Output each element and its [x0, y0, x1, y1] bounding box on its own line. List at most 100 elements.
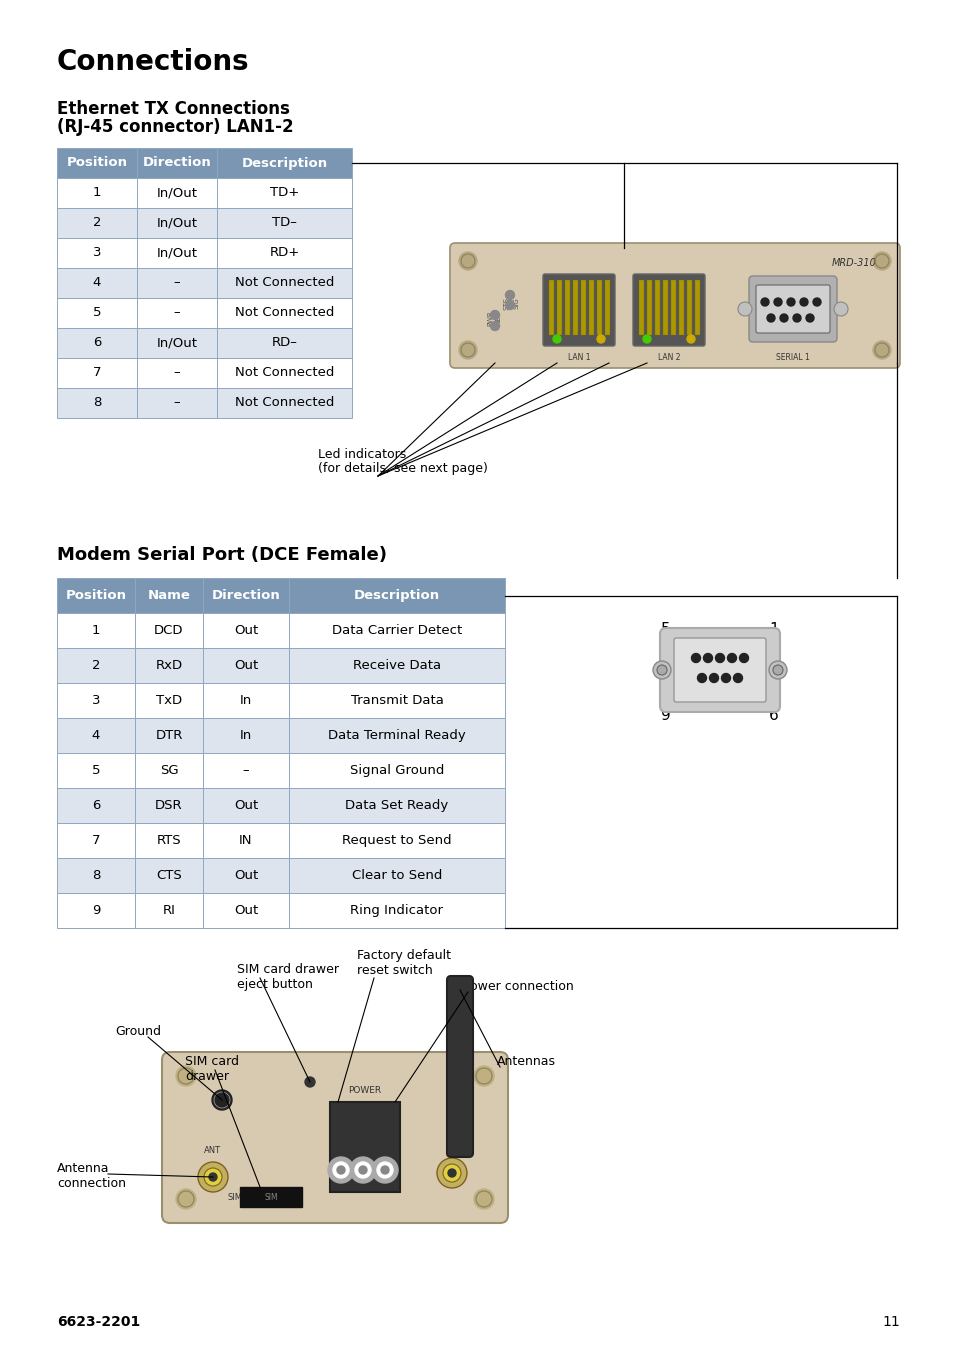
Bar [57, 148, 137, 177]
Text: Signal Ground: Signal Ground [350, 764, 444, 777]
Circle shape [380, 1166, 389, 1174]
Text: Description: Description [354, 589, 439, 603]
Text: Data Carrier Detect: Data Carrier Detect [332, 624, 461, 636]
Text: Modem Serial Port (DCE Female): Modem Serial Port (DCE Female) [57, 546, 387, 565]
Bar [203, 823, 289, 858]
Bar [135, 788, 203, 823]
Bar [203, 649, 289, 682]
Bar [57, 613, 135, 649]
Circle shape [833, 302, 847, 315]
Circle shape [490, 321, 499, 330]
Circle shape [766, 314, 774, 322]
Text: Antennas: Antennas [497, 1055, 556, 1068]
Circle shape [553, 334, 560, 343]
Text: 2: 2 [92, 217, 101, 229]
Circle shape [328, 1158, 354, 1183]
Text: In/Out: In/Out [156, 337, 197, 349]
Circle shape [733, 673, 741, 682]
Bar [289, 682, 504, 718]
Text: In/Out: In/Out [156, 246, 197, 260]
Text: DTR: DTR [155, 728, 182, 742]
Text: Power connection: Power connection [462, 980, 573, 992]
Text: SERIAL 1: SERIAL 1 [776, 352, 809, 362]
Circle shape [812, 298, 821, 306]
Text: TxD: TxD [155, 695, 182, 707]
Circle shape [442, 1164, 460, 1182]
Text: –: – [173, 367, 180, 379]
Circle shape [505, 301, 514, 310]
Circle shape [642, 334, 650, 343]
Text: Ethernet TX Connections: Ethernet TX Connections [57, 100, 290, 118]
Text: 8: 8 [92, 397, 101, 409]
Text: POWER: POWER [348, 1086, 381, 1095]
Text: Receive Data: Receive Data [353, 659, 440, 672]
Bar [639, 280, 643, 334]
Bar [557, 280, 561, 334]
Text: Data Set Ready: Data Set Ready [345, 799, 448, 812]
Bar [330, 1102, 399, 1192]
Circle shape [738, 302, 751, 315]
Text: Direction: Direction [143, 157, 212, 169]
Bar [135, 858, 203, 894]
Circle shape [175, 1066, 195, 1086]
Bar [573, 280, 578, 334]
Bar [137, 148, 216, 177]
Bar [57, 788, 135, 823]
Circle shape [657, 665, 666, 676]
Text: In: In [239, 728, 252, 742]
Bar [216, 328, 352, 357]
Circle shape [336, 1166, 345, 1174]
Bar [289, 578, 504, 613]
Bar [57, 649, 135, 682]
Circle shape [490, 310, 499, 320]
Bar [203, 894, 289, 927]
Bar [137, 357, 216, 389]
FancyBboxPatch shape [659, 628, 780, 712]
Bar [564, 280, 569, 334]
Bar [135, 894, 203, 927]
Text: LAN 1: LAN 1 [567, 352, 590, 362]
Text: In/Out: In/Out [156, 187, 197, 199]
Bar [216, 177, 352, 209]
Text: RD+: RD+ [269, 246, 299, 260]
Text: RD–: RD– [272, 337, 297, 349]
Text: 4: 4 [92, 276, 101, 290]
Text: Out: Out [233, 904, 258, 917]
Bar [203, 682, 289, 718]
Text: STS: STS [503, 297, 510, 310]
Bar [57, 389, 137, 418]
Bar [203, 788, 289, 823]
Text: eject button: eject button [236, 978, 313, 991]
Text: TD+: TD+ [270, 187, 299, 199]
Bar [662, 280, 667, 334]
Circle shape [786, 298, 794, 306]
Bar [548, 280, 554, 334]
Bar [203, 753, 289, 788]
Bar [289, 788, 504, 823]
Circle shape [209, 1173, 216, 1181]
Text: Transmit Data: Transmit Data [350, 695, 443, 707]
Bar [686, 280, 691, 334]
Text: 1: 1 [768, 621, 778, 636]
Bar [137, 209, 216, 238]
Circle shape [175, 1189, 195, 1209]
Bar [57, 718, 135, 753]
Bar [135, 718, 203, 753]
Text: Description: Description [241, 157, 327, 169]
Bar [203, 613, 289, 649]
Circle shape [212, 1090, 232, 1110]
Circle shape [198, 1162, 228, 1192]
Text: SIG: SIG [514, 297, 519, 309]
Circle shape [760, 298, 768, 306]
Bar [137, 298, 216, 328]
Text: (RJ-45 connector) LAN1-2: (RJ-45 connector) LAN1-2 [57, 118, 294, 135]
Text: DSR: DSR [155, 799, 183, 812]
Circle shape [702, 654, 712, 662]
Text: In/Out: In/Out [156, 217, 197, 229]
Bar [289, 753, 504, 788]
Text: 3: 3 [91, 695, 100, 707]
Text: 1: 1 [91, 624, 100, 636]
FancyBboxPatch shape [450, 242, 899, 368]
Text: CTS: CTS [156, 869, 182, 881]
Text: LAN 2: LAN 2 [657, 352, 679, 362]
